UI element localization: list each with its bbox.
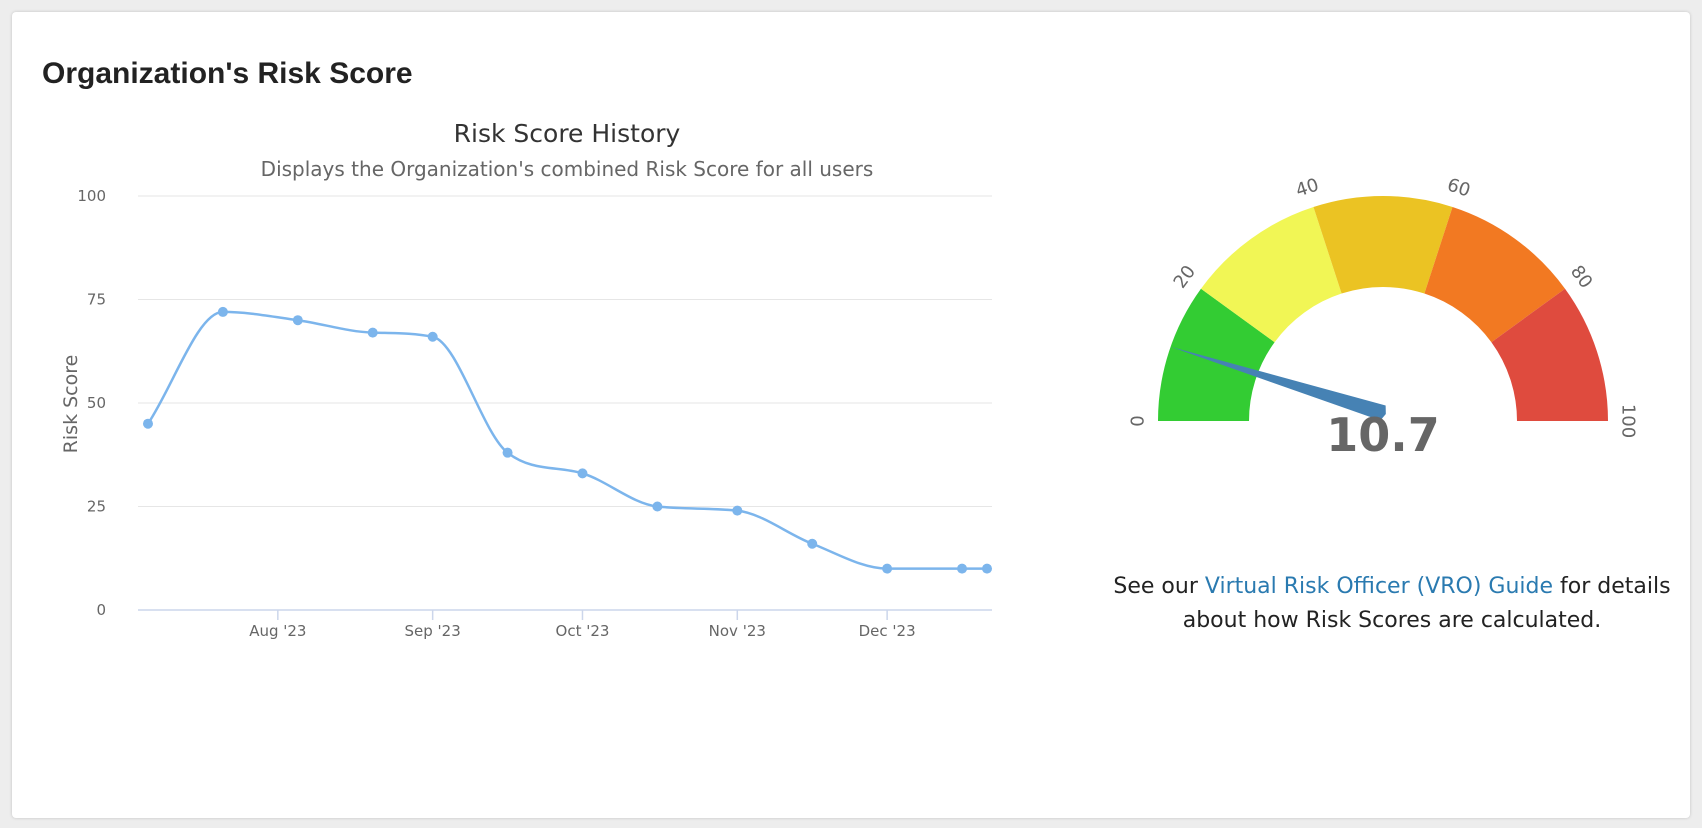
gauge-tick-label: 100	[1618, 404, 1639, 438]
y-tick-label: 0	[96, 601, 106, 619]
data-point	[217, 306, 228, 317]
data-point	[652, 501, 663, 512]
needle	[1170, 346, 1386, 421]
data-point	[882, 563, 893, 574]
data-point	[807, 538, 818, 549]
gauge-tick-label: 40	[1293, 174, 1321, 201]
y-tick-label: 100	[77, 187, 106, 205]
y-axis-title: Risk Score	[60, 355, 82, 454]
guide-text-after: for details about how Risk Scores are ca…	[1182, 574, 1671, 633]
gauge-needle	[1170, 346, 1386, 421]
gauge-band	[1158, 288, 1275, 421]
gauge-band	[1424, 207, 1566, 343]
x-tick-label: Aug '23	[249, 622, 306, 640]
data-point	[732, 505, 743, 516]
chart-title: Risk Score History	[454, 119, 681, 148]
x-tick-label: Nov '23	[709, 622, 766, 640]
risk-gauge: 0 20 40 60 80 100 10.7	[1128, 174, 1639, 462]
risk-score-history-chart: Risk Score History Displays the Organiza…	[60, 119, 993, 640]
data-point	[502, 447, 513, 458]
data-point	[367, 327, 378, 338]
chart-subtitle: Displays the Organization's combined Ris…	[261, 157, 874, 181]
gauge-tick-label: 60	[1445, 174, 1473, 201]
data-point	[577, 468, 588, 479]
gauge-band	[1200, 207, 1342, 343]
data-point	[292, 315, 303, 326]
x-tick-label: Dec '23	[859, 622, 916, 640]
series-line	[146, 310, 988, 570]
chart-grid	[138, 195, 992, 507]
x-tick-label: Sep '23	[405, 622, 461, 640]
data-point	[982, 563, 993, 574]
vro-guide-link[interactable]: Virtual Risk Officer (VRO) Guide	[1204, 574, 1554, 599]
card-title: Organization's Risk Score	[42, 57, 413, 90]
data-point	[427, 331, 438, 342]
risk-score-series	[142, 306, 993, 574]
gauge-tick-label: 80	[1566, 262, 1596, 293]
gauge-value: 10.7	[1326, 408, 1440, 462]
y-tick-label: 25	[87, 498, 106, 516]
y-axis: 0 25 50 75 100	[77, 187, 106, 619]
gauge-bands	[1158, 196, 1608, 421]
guide-text-before: See our	[1113, 574, 1205, 599]
y-tick-label: 50	[87, 394, 106, 412]
y-tick-label: 75	[87, 291, 106, 309]
data-point	[957, 563, 968, 574]
x-axis: Aug '23 Sep '23 Oct '23 Nov '23 Dec '23	[138, 609, 992, 640]
gauge-band	[1313, 196, 1453, 294]
risk-score-card: Organization's Risk Score Risk Score His…	[12, 12, 1690, 818]
gauge-tick-label: 0	[1128, 415, 1149, 426]
gauge-band	[1491, 288, 1608, 421]
gauge-tick-label: 20	[1170, 262, 1200, 293]
vro-guide-note: See our Virtual Risk Officer (VRO) Guide…	[1112, 570, 1672, 638]
data-point	[142, 418, 153, 429]
x-tick-label: Oct '23	[556, 622, 610, 640]
